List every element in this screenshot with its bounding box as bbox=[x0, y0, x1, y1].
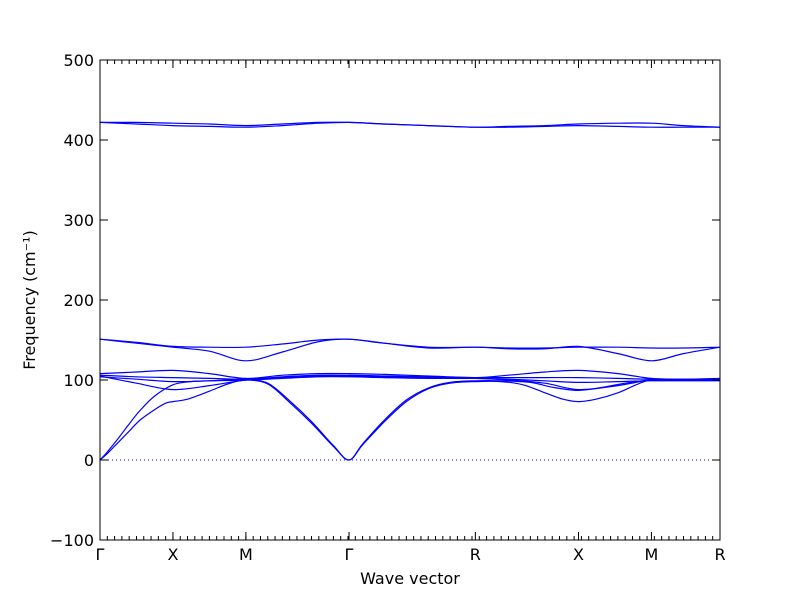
x-tick-label: M bbox=[239, 545, 253, 564]
y-tick-label: 0 bbox=[84, 451, 94, 470]
x-tick-label: M bbox=[645, 545, 659, 564]
band-lines bbox=[99, 121, 721, 461]
x-tick-label: X bbox=[167, 545, 178, 564]
x-tick-label: Γ bbox=[345, 545, 354, 564]
plot-frame bbox=[99, 59, 721, 541]
y-axis-label: Frequency (cm⁻¹) bbox=[20, 230, 39, 369]
y-tick-label: 100 bbox=[63, 371, 94, 390]
band-5 bbox=[99, 369, 721, 380]
band-4 bbox=[99, 338, 721, 362]
y-tick-labels: −100 0 100 200 300 400 500 bbox=[50, 51, 94, 550]
band-7 bbox=[99, 375, 720, 391]
band-2 bbox=[99, 121, 720, 128]
band-6 bbox=[99, 374, 720, 380]
y-tick-label: 300 bbox=[63, 211, 94, 230]
band-9 bbox=[99, 378, 720, 461]
y-tick-label: −100 bbox=[50, 531, 94, 550]
x-tick-label: R bbox=[470, 545, 481, 564]
x-axis-label: Wave vector bbox=[360, 569, 460, 588]
band-10 bbox=[99, 379, 720, 461]
y-tick-label: 500 bbox=[63, 51, 94, 70]
y-tick-label: 200 bbox=[63, 291, 94, 310]
axis-ticks bbox=[99, 59, 721, 541]
x-tick-label: X bbox=[573, 545, 584, 564]
x-tick-label: R bbox=[714, 545, 725, 564]
x-tick-label: Γ bbox=[96, 545, 105, 564]
y-tick-label: 400 bbox=[63, 131, 94, 150]
